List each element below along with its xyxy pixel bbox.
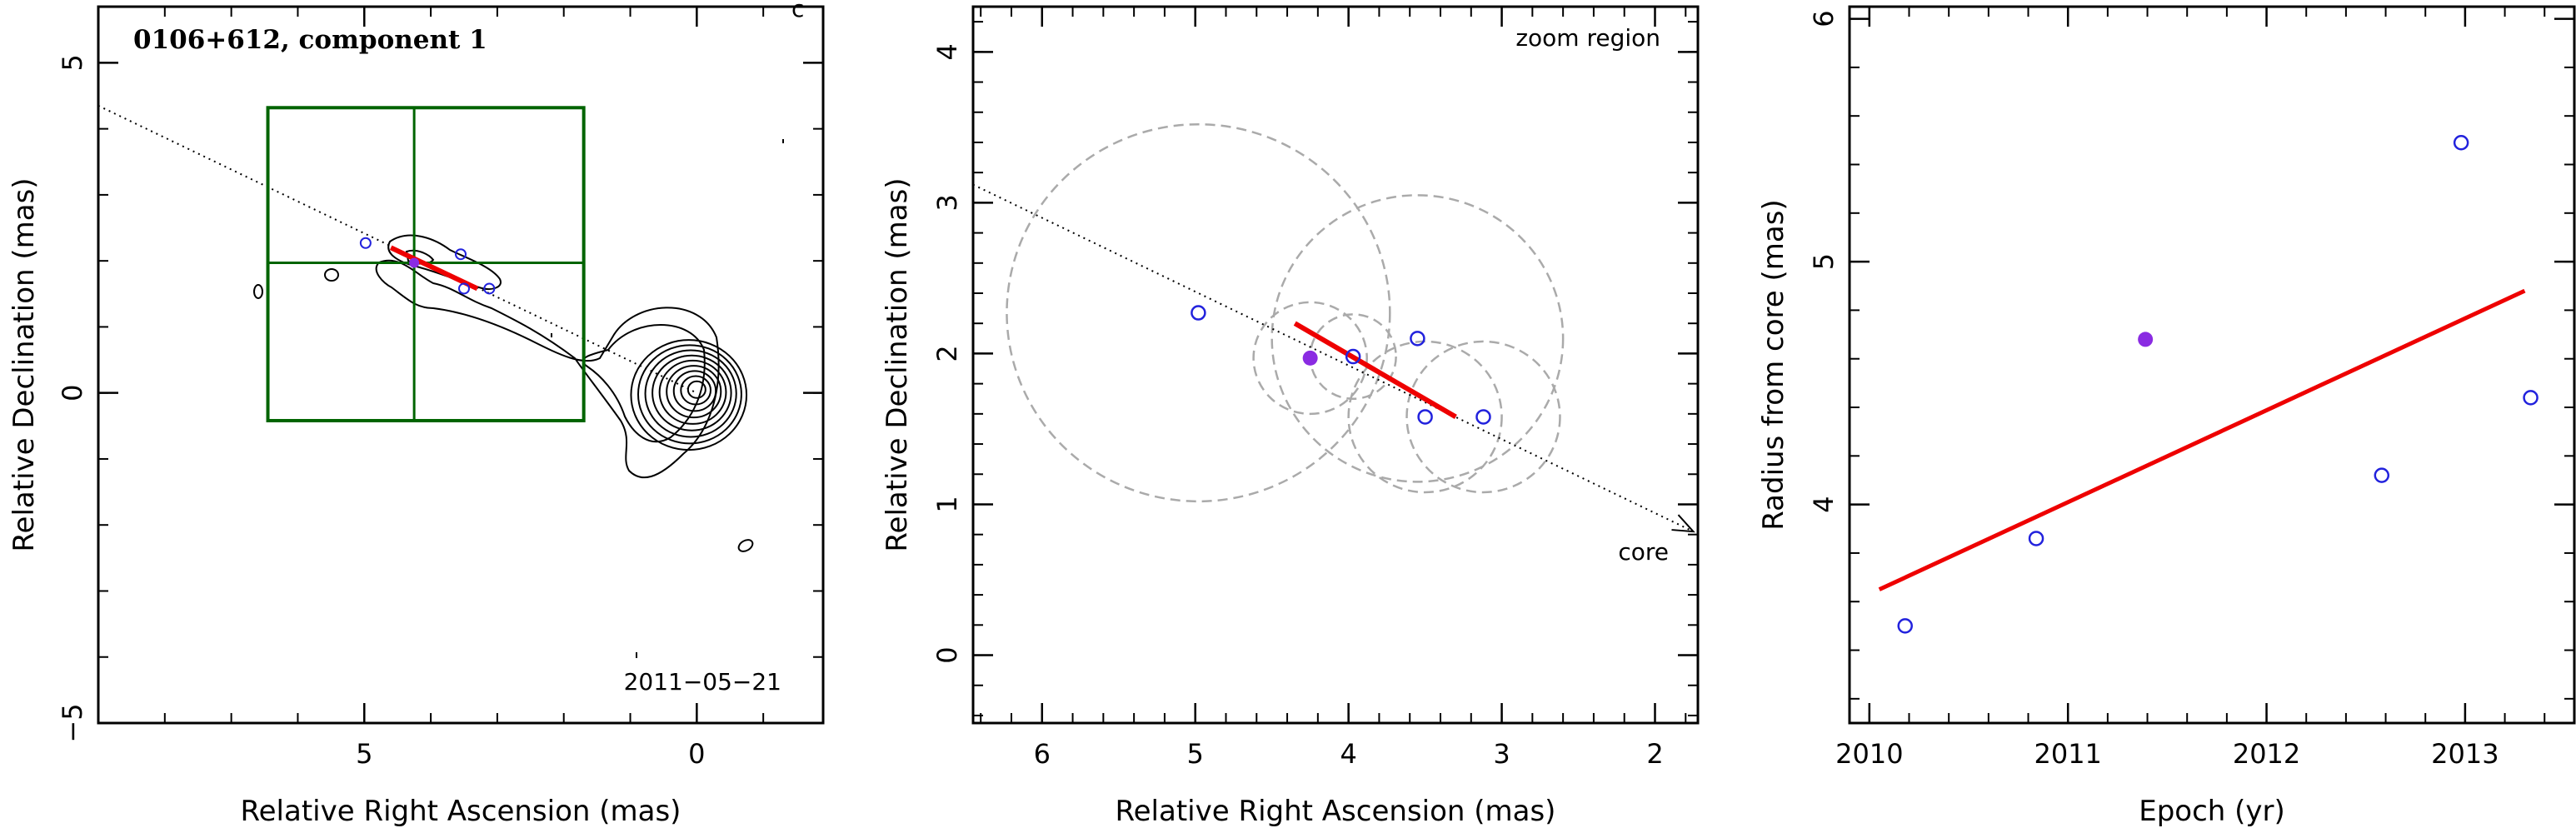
map-noise-contour: [253, 284, 263, 299]
map-fit-segment: [389, 245, 479, 292]
zoom-open-point: [1345, 348, 1361, 365]
radius-y-tick-label: 4: [1808, 496, 1840, 512]
map-zoom-box: [266, 106, 586, 422]
map-core-contour: [630, 339, 748, 451]
zoom-open-point: [1191, 305, 1206, 321]
map-contours: [253, 139, 784, 658]
zoom-y-tick-label: 1: [931, 496, 963, 512]
zoom-x-tick-label: 6: [1034, 738, 1051, 770]
zoom-ticks: 6 5 4 3 2 0 1 2 3 4: [931, 7, 1698, 770]
map-epoch-label: 2011−05−21: [624, 668, 781, 696]
map-corner-mark: c: [791, 0, 804, 22]
zoom-error-circle: [1271, 194, 1565, 483]
zoom-open-point: [1417, 409, 1433, 425]
zoom-y-tick-label: 2: [931, 345, 963, 362]
map-x-tick-label: 5: [356, 738, 372, 770]
zoom-fit-segment: [1293, 321, 1457, 420]
map-jet-contour: [582, 324, 706, 443]
radius-open-point: [2374, 467, 2390, 483]
zoom-x-tick-label: 4: [1340, 738, 1356, 770]
map-open-point: [483, 282, 496, 295]
zoom-core-label: core: [1618, 538, 1669, 566]
radius-open-point: [1897, 618, 1913, 634]
zoom-data: [972, 122, 1695, 533]
map-jet-contour: [375, 259, 720, 479]
radius-open-point: [2453, 135, 2469, 151]
map-core-contour: [644, 349, 737, 438]
zoom-x-tick-label: 3: [1493, 738, 1510, 770]
zoom-y-tick-label: 3: [931, 194, 963, 211]
radius-x-tick-label: 2012: [2233, 738, 2300, 770]
map-noise-contour: [737, 539, 754, 552]
zoom-y-tick-label: 0: [931, 646, 963, 663]
zoom-panel: 6 5 4 3 2 0 1 2 3 4 zoom region core Relative Rig…: [881, 5, 1700, 828]
zoom-error-circle: [1347, 340, 1503, 494]
radius-x-tick-label: 2010: [1835, 738, 1903, 770]
radius-panel: 2010 2011 2012 2013 4 5 6 Epoch (yr) Radius fr…: [1757, 5, 2576, 828]
zoom-error-circle: [1252, 301, 1368, 416]
radius-y-tick-label: 5: [1808, 253, 1840, 270]
map-y-tick-label: 5: [57, 54, 88, 71]
map-open-point: [455, 248, 467, 261]
radius-x-tick-label: 2013: [2431, 738, 2499, 770]
map-x-tick-label: 0: [688, 738, 705, 770]
zoom-core-arrowhead: [1671, 514, 1695, 533]
map-core-contour: [637, 344, 742, 445]
map-plot-frame: [97, 5, 825, 725]
map-noise-contour: [324, 268, 339, 282]
radius-filled-point: [2138, 332, 2154, 347]
map-y-axis-title: Relative Declination (mas): [7, 177, 41, 551]
zoom-open-point: [1475, 409, 1491, 425]
zoom-region-label: zoom region: [1515, 24, 1660, 52]
map-core-contour: [651, 354, 732, 431]
zoom-x-tick-label: 5: [1187, 738, 1204, 770]
map-core-contour: [666, 365, 722, 419]
map-core-contour: [658, 359, 727, 425]
map-filled-point: [409, 257, 420, 268]
map-open-point: [359, 237, 372, 249]
zoom-y-axis-title: Relative Declination (mas): [881, 177, 914, 551]
zoom-error-circle: [1405, 340, 1561, 494]
map-panel: 5 0 5 0 −5 0106+612, component 1 c 2011−05−2…: [7, 0, 825, 828]
radius-open-point: [2523, 390, 2539, 406]
radius-y-axis-title: Radius from core (mas): [1757, 199, 1790, 530]
map-y-tick-label: 0: [57, 385, 88, 402]
zoom-y-tick-label: 4: [931, 43, 963, 60]
radius-y-tick-label: 6: [1808, 10, 1840, 27]
zoom-plot-frame: [971, 5, 1700, 725]
radius-open-point: [2028, 531, 2044, 546]
map-x-axis-title: Relative Right Ascension (mas): [241, 795, 681, 828]
zoom-filled-point: [1302, 350, 1318, 366]
zoom-open-point: [1410, 331, 1425, 347]
map-open-point: [457, 282, 470, 295]
radius-x-tick-label: 2011: [2034, 738, 2101, 770]
map-title: 0106+612, component 1: [133, 25, 487, 55]
map-y-tick-label: −5: [57, 703, 88, 742]
radius-fit-line: [1878, 288, 2526, 591]
map-data: [97, 104, 697, 422]
map-ticks: 5 0 5 0 −5: [57, 7, 823, 770]
radius-ticks: 2010 2011 2012 2013 4 5 6: [1808, 7, 2574, 770]
radius-plot-frame: [1848, 5, 2576, 725]
radius-x-axis-title: Epoch (yr): [2139, 795, 2285, 828]
radius-data: [1878, 135, 2539, 634]
zoom-x-axis-title: Relative Right Ascension (mas): [1116, 795, 1556, 828]
zoom-x-tick-label: 2: [1646, 738, 1663, 770]
zoom-ridge-line: [972, 183, 1694, 532]
zoom-error-circle: [1006, 122, 1391, 503]
